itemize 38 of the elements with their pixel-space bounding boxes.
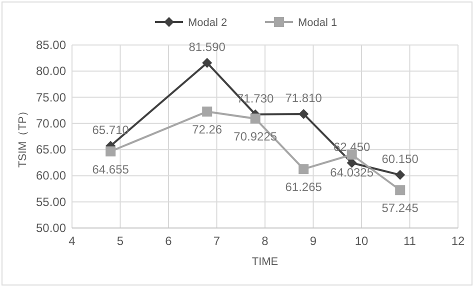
x-axis-title: TIME [252, 256, 278, 268]
y-tick-label: 70.00 [36, 116, 66, 130]
y-tick-label: 65.00 [36, 142, 66, 157]
data-label: 64.655 [92, 162, 130, 176]
data-label: 64.0325 [330, 166, 374, 180]
x-tick-label: 12 [451, 234, 465, 248]
y-axis-title: TSIM（TP） [17, 105, 29, 168]
point [298, 108, 309, 119]
x-tick-label: 8 [262, 234, 269, 248]
data-label: 65.710 [92, 122, 130, 137]
legend-label: Modal 1 [298, 17, 338, 29]
data-label: 60.150 [382, 152, 419, 166]
x-tick-label: 11 [404, 234, 416, 248]
y-tick-label: 55.00 [36, 194, 66, 209]
x-tick-label: 4 [68, 234, 76, 248]
data-label: 57.245 [382, 201, 419, 216]
point [298, 164, 309, 174]
point [395, 185, 406, 196]
data-label: 81.590 [188, 40, 226, 54]
data-label: 61.265 [285, 180, 322, 194]
point [202, 106, 212, 117]
point [106, 146, 116, 156]
x-tick-label: 10 [354, 234, 368, 248]
y-tick-label: 50.00 [36, 221, 66, 235]
y-tick-label: 60.00 [36, 168, 66, 183]
point [395, 170, 406, 180]
data-label: 71.810 [285, 90, 322, 105]
point [202, 58, 212, 68]
x-tick-label: 7 [213, 234, 220, 248]
y-tick-label: 75.00 [36, 90, 66, 104]
x-tick-label: 6 [165, 234, 172, 248]
legend-label: Modal 2 [188, 17, 228, 29]
point [250, 114, 260, 124]
y-tick-label: 80.00 [36, 64, 66, 78]
x-tick-label: 5 [116, 234, 124, 248]
x-tick-label: 9 [310, 234, 317, 248]
data-label: 72.26 [192, 122, 222, 137]
y-tick-label: 85.00 [36, 38, 66, 52]
